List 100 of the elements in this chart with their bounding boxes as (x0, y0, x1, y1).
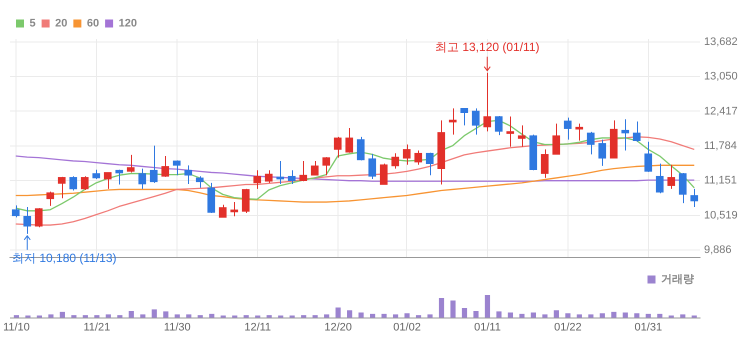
candlestick (632, 120, 641, 142)
candlestick (345, 128, 354, 154)
y-tick-label: 11,151 (704, 174, 737, 187)
candlestick (667, 164, 676, 190)
candlestick (310, 160, 319, 176)
bar (450, 300, 456, 318)
candlestick (276, 160, 284, 184)
candlestick (448, 108, 457, 136)
candlestick (552, 123, 560, 155)
bar (244, 315, 249, 318)
y-tick-label: 12,417 (704, 105, 738, 118)
candlestick (12, 204, 20, 218)
bar (347, 310, 352, 318)
bar (198, 315, 203, 318)
candlestick (184, 164, 192, 184)
y-tick-label: 13,050 (704, 70, 738, 83)
candlestick (414, 150, 422, 166)
legend-label: 120 (118, 18, 137, 30)
bar (496, 311, 502, 318)
candlestick (46, 191, 54, 206)
candlestick (58, 176, 66, 199)
x-tick-label: 11/10 (3, 321, 30, 334)
candlestick (575, 123, 584, 142)
candlestick (368, 153, 376, 180)
candlestick (80, 176, 89, 190)
bar (484, 295, 490, 318)
x-tick-label: 11/21 (84, 321, 110, 334)
x-tick-label: 01/11 (474, 321, 501, 334)
bar (152, 309, 157, 318)
candlestick (288, 170, 296, 184)
candlestick (598, 139, 606, 166)
annotation: 최저 10,180 (11/13) (12, 251, 117, 266)
candlestick (380, 163, 388, 186)
bar (554, 310, 559, 318)
bar (646, 314, 651, 318)
legend-label: 거래량 (661, 274, 694, 286)
bar (336, 308, 341, 318)
candlestick (621, 118, 630, 152)
candlestick (218, 204, 227, 218)
bar (128, 310, 134, 318)
y-tick-label: 13,682 (704, 36, 738, 48)
bar (117, 315, 122, 318)
bar (530, 312, 536, 318)
candlestick (126, 154, 135, 173)
candlestick (690, 188, 698, 208)
bar (657, 314, 662, 318)
candlestick (161, 156, 170, 178)
candlestick (460, 108, 468, 126)
bar (358, 312, 364, 318)
x-tick-label: 01/22 (554, 321, 582, 334)
bar (163, 311, 168, 318)
bar (186, 314, 192, 318)
y-tick-label: 11,784 (704, 140, 737, 152)
legend-label: 60 (86, 18, 100, 30)
bar (462, 308, 468, 318)
candlestick (334, 136, 342, 158)
candlestick (322, 156, 330, 176)
bar (565, 313, 570, 318)
candlestick (230, 202, 238, 217)
candlestick (196, 176, 204, 188)
candlestick (644, 141, 652, 172)
x-tick-label: 12/20 (324, 321, 352, 334)
bar (404, 313, 410, 318)
candlestick (34, 208, 43, 228)
x-tick-label: 11/30 (164, 321, 191, 334)
bar (634, 313, 640, 318)
bar (438, 298, 444, 318)
candlestick (494, 116, 503, 136)
bar (680, 314, 686, 318)
x-tick-label: 12/11 (244, 321, 272, 334)
x-tick-label: 01/02 (393, 321, 421, 334)
candlestick (253, 170, 262, 190)
y-tick-label: 10,519 (704, 209, 738, 222)
candlestick (564, 117, 572, 140)
candlestick (518, 124, 526, 148)
bar (473, 310, 479, 318)
candlestick (472, 108, 480, 136)
candlestick (264, 170, 273, 184)
candlestick (138, 168, 146, 190)
candlestick (172, 160, 181, 176)
candlestick (656, 163, 664, 194)
bar (266, 315, 272, 318)
bar (508, 312, 514, 318)
candlestick (299, 160, 308, 182)
candlestick (586, 131, 595, 155)
candlestick (402, 144, 411, 166)
legend-label: 20 (55, 18, 68, 30)
candlestick (356, 136, 365, 161)
bar (209, 314, 214, 318)
candlestick (391, 152, 400, 170)
candlestick (104, 172, 112, 190)
candlestick (506, 116, 514, 148)
annotation: 최고 13,120 (01/11) (435, 40, 540, 54)
bar (140, 314, 146, 318)
legend-label: 5 (30, 18, 36, 30)
bar (600, 313, 605, 318)
y-tick-label: 9,886 (704, 244, 732, 256)
candlestick (426, 152, 434, 176)
candlestick (69, 176, 78, 192)
x-tick-label: 01/31 (634, 321, 662, 334)
